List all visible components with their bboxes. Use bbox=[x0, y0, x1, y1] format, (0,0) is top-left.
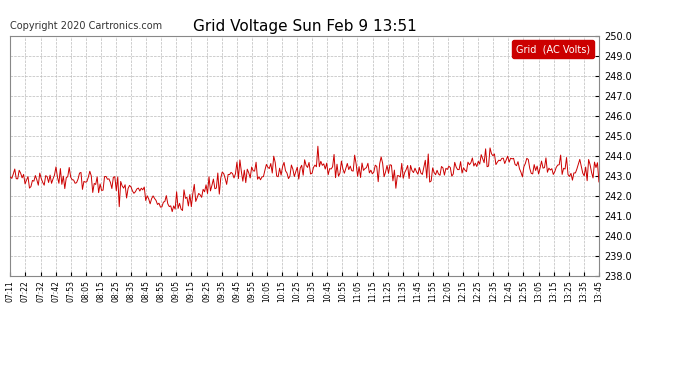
Text: Copyright 2020 Cartronics.com: Copyright 2020 Cartronics.com bbox=[10, 21, 162, 31]
Title: Grid Voltage Sun Feb 9 13:51: Grid Voltage Sun Feb 9 13:51 bbox=[193, 20, 417, 34]
Legend: Grid  (AC Volts): Grid (AC Volts) bbox=[512, 40, 594, 58]
